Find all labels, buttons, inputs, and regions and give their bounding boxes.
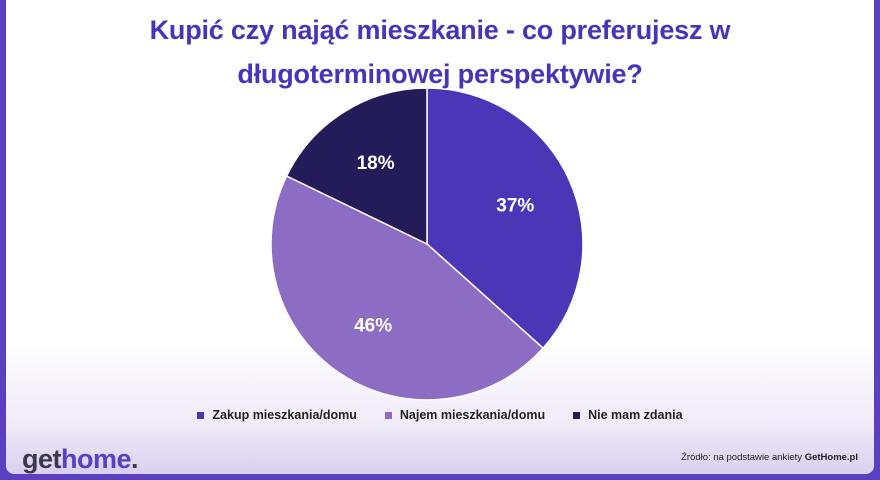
legend-label-nie-mam-zdania: Nie mam zdania (588, 408, 683, 422)
legend-swatch-nie-mam-zdania (573, 411, 581, 419)
source-note: Źródło: na podstawie ankiety GetHome.pl (681, 452, 858, 463)
legend-item-najem: Najem mieszkania/domu (384, 408, 546, 422)
slice-label-nie-mam-zdania: 18% (357, 153, 395, 174)
logo-text-home: home (61, 444, 132, 474)
legend-label-zakup: Zakup mieszkania/domu (212, 408, 357, 422)
legend-item-zakup: Zakup mieszkania/domu (197, 408, 357, 422)
title-line-2: długoterminowej perspektywie? (237, 59, 643, 89)
chart-legend: Zakup mieszkania/domu Najem mieszkania/do… (0, 408, 880, 422)
legend-item-nie-mam-zdania: Nie mam zdania (573, 408, 683, 422)
chart-title: Kupić czy nająć mieszkanie - co preferuj… (60, 8, 820, 96)
logo-text-get: get (22, 444, 62, 474)
logo-text-dot: . (131, 444, 139, 474)
title-line-1: Kupić czy nająć mieszkanie - co preferuj… (149, 15, 731, 45)
slice-label-najem: 46% (354, 315, 392, 336)
legend-label-najem: Najem mieszkania/domu (399, 408, 546, 422)
gethome-logo: gethome. (22, 442, 139, 476)
pie-slice-nie-mam-zdania (285, 87, 428, 246)
legend-swatch-zakup (197, 411, 205, 419)
slice-label-zakup: 37% (496, 196, 534, 217)
pie-slice-najem (270, 174, 545, 401)
pie-slice-zakup (426, 87, 584, 350)
source-brand: GetHome.pl (804, 452, 858, 463)
legend-swatch-najem (384, 411, 392, 419)
source-prefix: Źródło: na podstawie ankiety (681, 452, 805, 463)
